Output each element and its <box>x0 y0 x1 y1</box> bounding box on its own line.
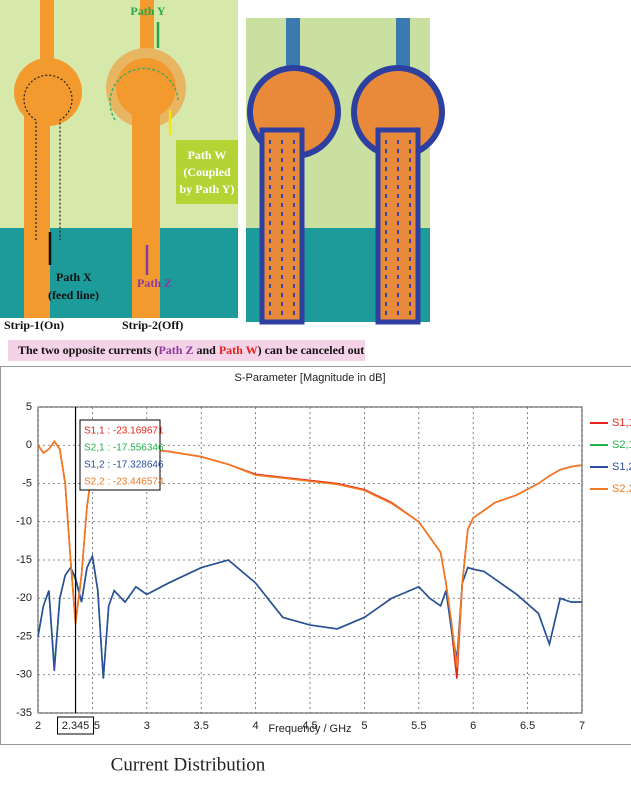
x-tick-label: 4 <box>253 720 259 732</box>
path-w-label: (Coupled <box>183 165 231 179</box>
strip-stub <box>396 18 410 68</box>
y-tick-label: -10 <box>16 516 32 528</box>
x-tick-label: 7 <box>579 720 585 732</box>
y-tick-label: -15 <box>16 554 32 566</box>
y-tick-label: -35 <box>16 707 32 719</box>
legend-label: S1,2 <box>612 461 631 473</box>
note-part: Path W <box>219 343 258 357</box>
legend-label: S2,2 <box>612 483 631 495</box>
strip-stub <box>286 18 300 68</box>
caption: Current Distribution <box>111 754 266 775</box>
marker-label: S2,1 : -17.556346 <box>84 443 164 454</box>
marker-label: S2,2 : -23.446574 <box>84 477 164 488</box>
note-part: The two opposite currents ( <box>18 343 158 357</box>
path-w-label: by Path Y) <box>180 182 235 196</box>
x-tick-label: 3.5 <box>194 720 209 732</box>
x-tick-label: 6.5 <box>520 720 535 732</box>
marker-label: S1,1 : -23.169671 <box>84 426 164 437</box>
note-part: Path Z <box>158 343 193 357</box>
strip-2-label: Strip-2(Off) <box>122 318 183 332</box>
y-tick-label: -20 <box>16 592 32 604</box>
x-tick-label: 3 <box>144 720 150 732</box>
strip-1-stub <box>40 0 54 60</box>
note-part: ) can be canceled out <box>258 343 365 357</box>
note: The two opposite currents (Path Z and Pa… <box>18 343 364 357</box>
strip-1 <box>24 110 50 318</box>
x-tick-label: 6 <box>470 720 476 732</box>
path-z-label: Path Z <box>137 276 172 290</box>
x-tick-label: 5 <box>361 720 367 732</box>
strip-illustration: Path Y Path W (Coupled by Path Y) Path X… <box>0 0 238 332</box>
note-part: and <box>193 343 218 357</box>
y-tick-label: 0 <box>26 439 32 451</box>
y-tick-label: -5 <box>22 477 32 489</box>
path-y-label: Path Y <box>130 4 166 18</box>
y-tick-label: 5 <box>26 401 32 413</box>
path-w-label: Path W <box>188 148 227 162</box>
chart-title: S-Parameter [Magnitude in dB] <box>234 372 385 384</box>
current-distribution-image <box>246 18 442 322</box>
strip-1-label: Strip-1(On) <box>4 318 64 332</box>
marker-label: S1,2 : -17.328646 <box>84 460 164 471</box>
y-tick-label: -30 <box>16 669 32 681</box>
path-x-label: Path X <box>56 270 92 284</box>
marker-x-label: 2.345 <box>62 720 90 732</box>
x-tick-label: 4.5 <box>302 720 317 732</box>
y-tick-label: -25 <box>16 630 32 642</box>
page: Path Y Path W (Coupled by Path Y) Path X… <box>0 0 631 803</box>
path-x-label: (feed line) <box>48 288 99 302</box>
legend-label: S2,1 <box>612 439 631 451</box>
x-tick-label: 2 <box>35 720 41 732</box>
legend-label: S1,1 <box>612 417 631 429</box>
x-tick-label: 5.5 <box>411 720 426 732</box>
